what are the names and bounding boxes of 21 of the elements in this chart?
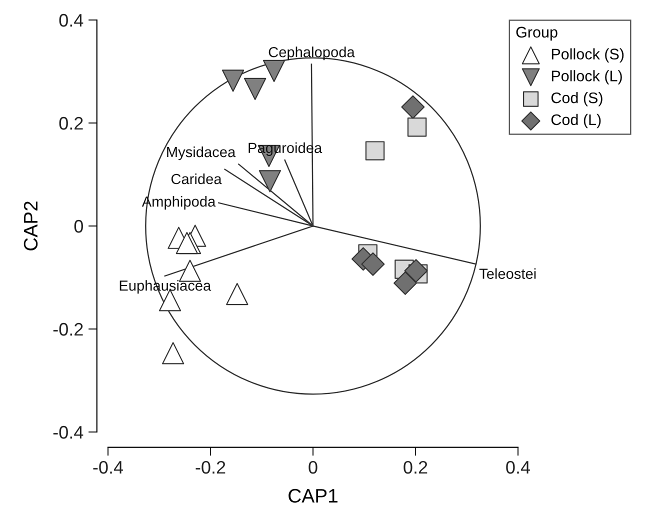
y-axis-title: CAP2 [24, 202, 38, 250]
x-tick-label: 0.2 [404, 460, 428, 474]
y-tick-label: 0 [74, 220, 83, 233]
series-label: Cephalopoda [268, 46, 355, 60]
legend-title: Group [516, 26, 558, 41]
x-tick-label: -0.4 [93, 460, 124, 474]
legend-label: Pollock (L) [552, 70, 622, 84]
x-tick-label: -0.2 [196, 460, 226, 474]
legend-label: Cod (S) [551, 92, 602, 106]
x-tick-label: 0.4 [506, 460, 530, 474]
series-label: Teleostei [479, 268, 536, 279]
y-tick-label: -0.2 [53, 322, 83, 336]
y-tick-label: -0.4 [53, 426, 84, 439]
series-label: Caridea [171, 173, 222, 184]
legend-label: Cod (L) [551, 114, 601, 128]
x-axis-title: CAP1 [288, 488, 338, 503]
legend-label: Pollock (S) [552, 48, 624, 63]
y-tick-label: 0.4 [59, 14, 84, 27]
series-label: Mysidacea [167, 146, 236, 160]
y-tick-label: 0.2 [59, 116, 83, 130]
x-tick-label: 0 [308, 460, 318, 474]
